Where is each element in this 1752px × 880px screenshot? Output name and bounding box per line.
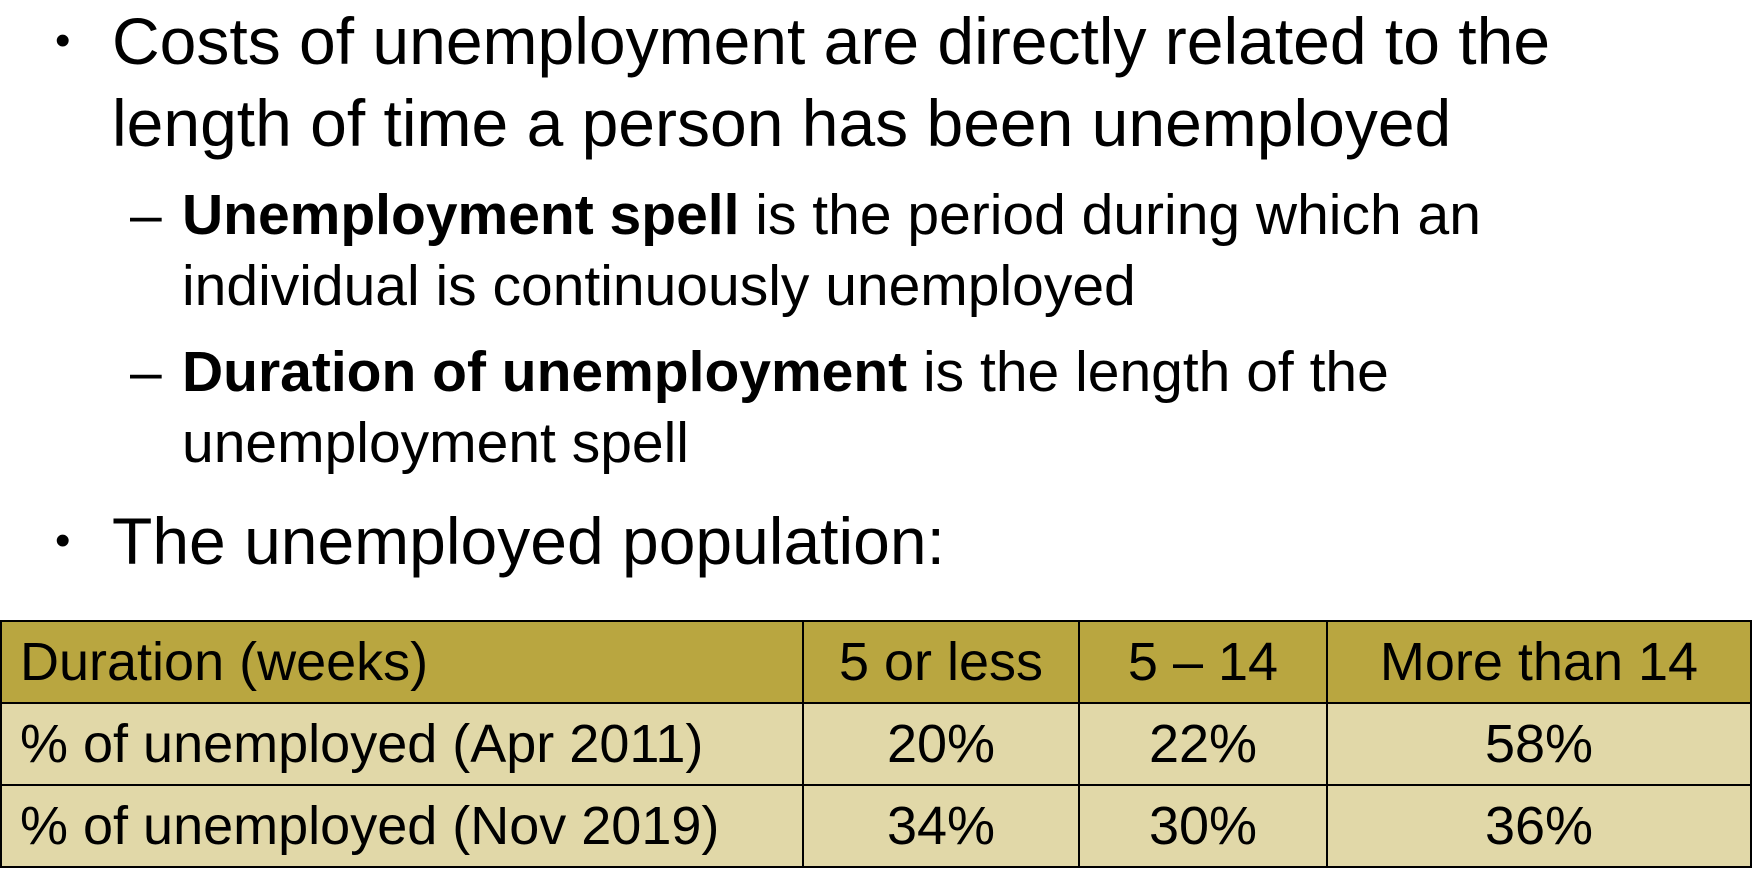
table-cell: 30% — [1078, 784, 1328, 868]
bullet-population: The unemployed population: — [112, 504, 945, 578]
term-unemployment-spell: Unemployment spell — [182, 183, 740, 247]
term-duration-of-unemployment: Duration of unemployment — [182, 340, 908, 404]
dash-marker: – — [130, 340, 162, 404]
table-header-row: Duration (weeks) 5 or less 5 – 14 More t… — [0, 620, 1752, 704]
bullet-dot: • — [55, 516, 71, 565]
table-cell: 22% — [1078, 702, 1328, 786]
definition-text: is the period during which an — [739, 183, 1481, 247]
bullet-costs-line1: Costs of unemployment are directly relat… — [112, 4, 1551, 78]
table-header-cell: 5 or less — [802, 620, 1080, 704]
table-header-cell: Duration (weeks) — [0, 620, 804, 704]
bullet-dot: • — [55, 16, 71, 65]
table-cell: 36% — [1326, 784, 1752, 868]
table-row: % of unemployed (Apr 2011) 20% 22% 58% — [0, 702, 1752, 786]
sub-bullet-duration-line2: unemployment spell — [182, 411, 689, 475]
table-cell: 34% — [802, 784, 1080, 868]
table-row: % of unemployed (Nov 2019) 34% 30% 36% — [0, 784, 1752, 868]
bullet-costs: Costs of unemployment are directly relat… — [112, 0, 1550, 164]
table-header-cell: 5 – 14 — [1078, 620, 1328, 704]
sub-bullet-duration: Duration of unemployment is the length o… — [182, 337, 1722, 479]
bullet-costs-line2: length of time a person has been unemplo… — [112, 86, 1452, 160]
table-cell: 58% — [1326, 702, 1752, 786]
sub-bullet-duration-line1: Duration of unemployment is the length o… — [182, 337, 1722, 408]
sub-bullet-spell: Unemployment spell is the period during … — [182, 180, 1722, 322]
dash-marker: – — [130, 183, 162, 247]
table-header-cell: More than 14 — [1326, 620, 1752, 704]
table-cell: 20% — [802, 702, 1080, 786]
table-cell: % of unemployed (Apr 2011) — [0, 702, 804, 786]
sub-bullet-spell-line1: Unemployment spell is the period during … — [182, 180, 1722, 251]
table-cell: % of unemployed (Nov 2019) — [0, 784, 804, 868]
sub-bullet-spell-line2: individual is continuously unemployed — [182, 254, 1136, 318]
duration-table: Duration (weeks) 5 or less 5 – 14 More t… — [0, 620, 1752, 868]
definition-text: is the length of the — [907, 340, 1389, 404]
